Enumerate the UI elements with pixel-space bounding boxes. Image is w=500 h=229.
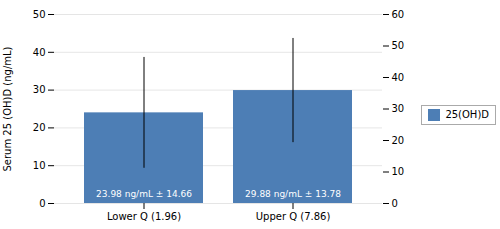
svg-text:60: 60 — [392, 9, 405, 20]
svg-text:0: 0 — [39, 198, 45, 209]
svg-text:20: 20 — [392, 135, 405, 146]
svg-text:30: 30 — [33, 84, 46, 95]
svg-text:10: 10 — [392, 166, 405, 177]
svg-text:Lower Q (1.96): Lower Q (1.96) — [107, 211, 181, 222]
svg-text:50: 50 — [392, 40, 405, 51]
svg-text:30: 30 — [392, 103, 405, 114]
svg-text:20: 20 — [33, 122, 46, 133]
svg-text:Serum 25 (OH)D (ng/mL): Serum 25 (OH)D (ng/mL) — [2, 46, 13, 171]
svg-text:40: 40 — [33, 47, 46, 58]
html-text:25(OH)D: 25(OH)D — [445, 109, 489, 120]
svg-text:29.88 ng/mL ± 13.78: 29.88 ng/mL ± 13.78 — [245, 189, 341, 199]
svg-text:50: 50 — [33, 9, 46, 20]
svg-text:23.98 ng/mL ± 14.66: 23.98 ng/mL ± 14.66 — [96, 189, 192, 199]
svg-text:40: 40 — [392, 72, 405, 83]
svg-text:Upper Q (7.86): Upper Q (7.86) — [256, 211, 331, 222]
svg-text:0: 0 — [392, 198, 398, 209]
svg-text:10: 10 — [33, 160, 46, 171]
